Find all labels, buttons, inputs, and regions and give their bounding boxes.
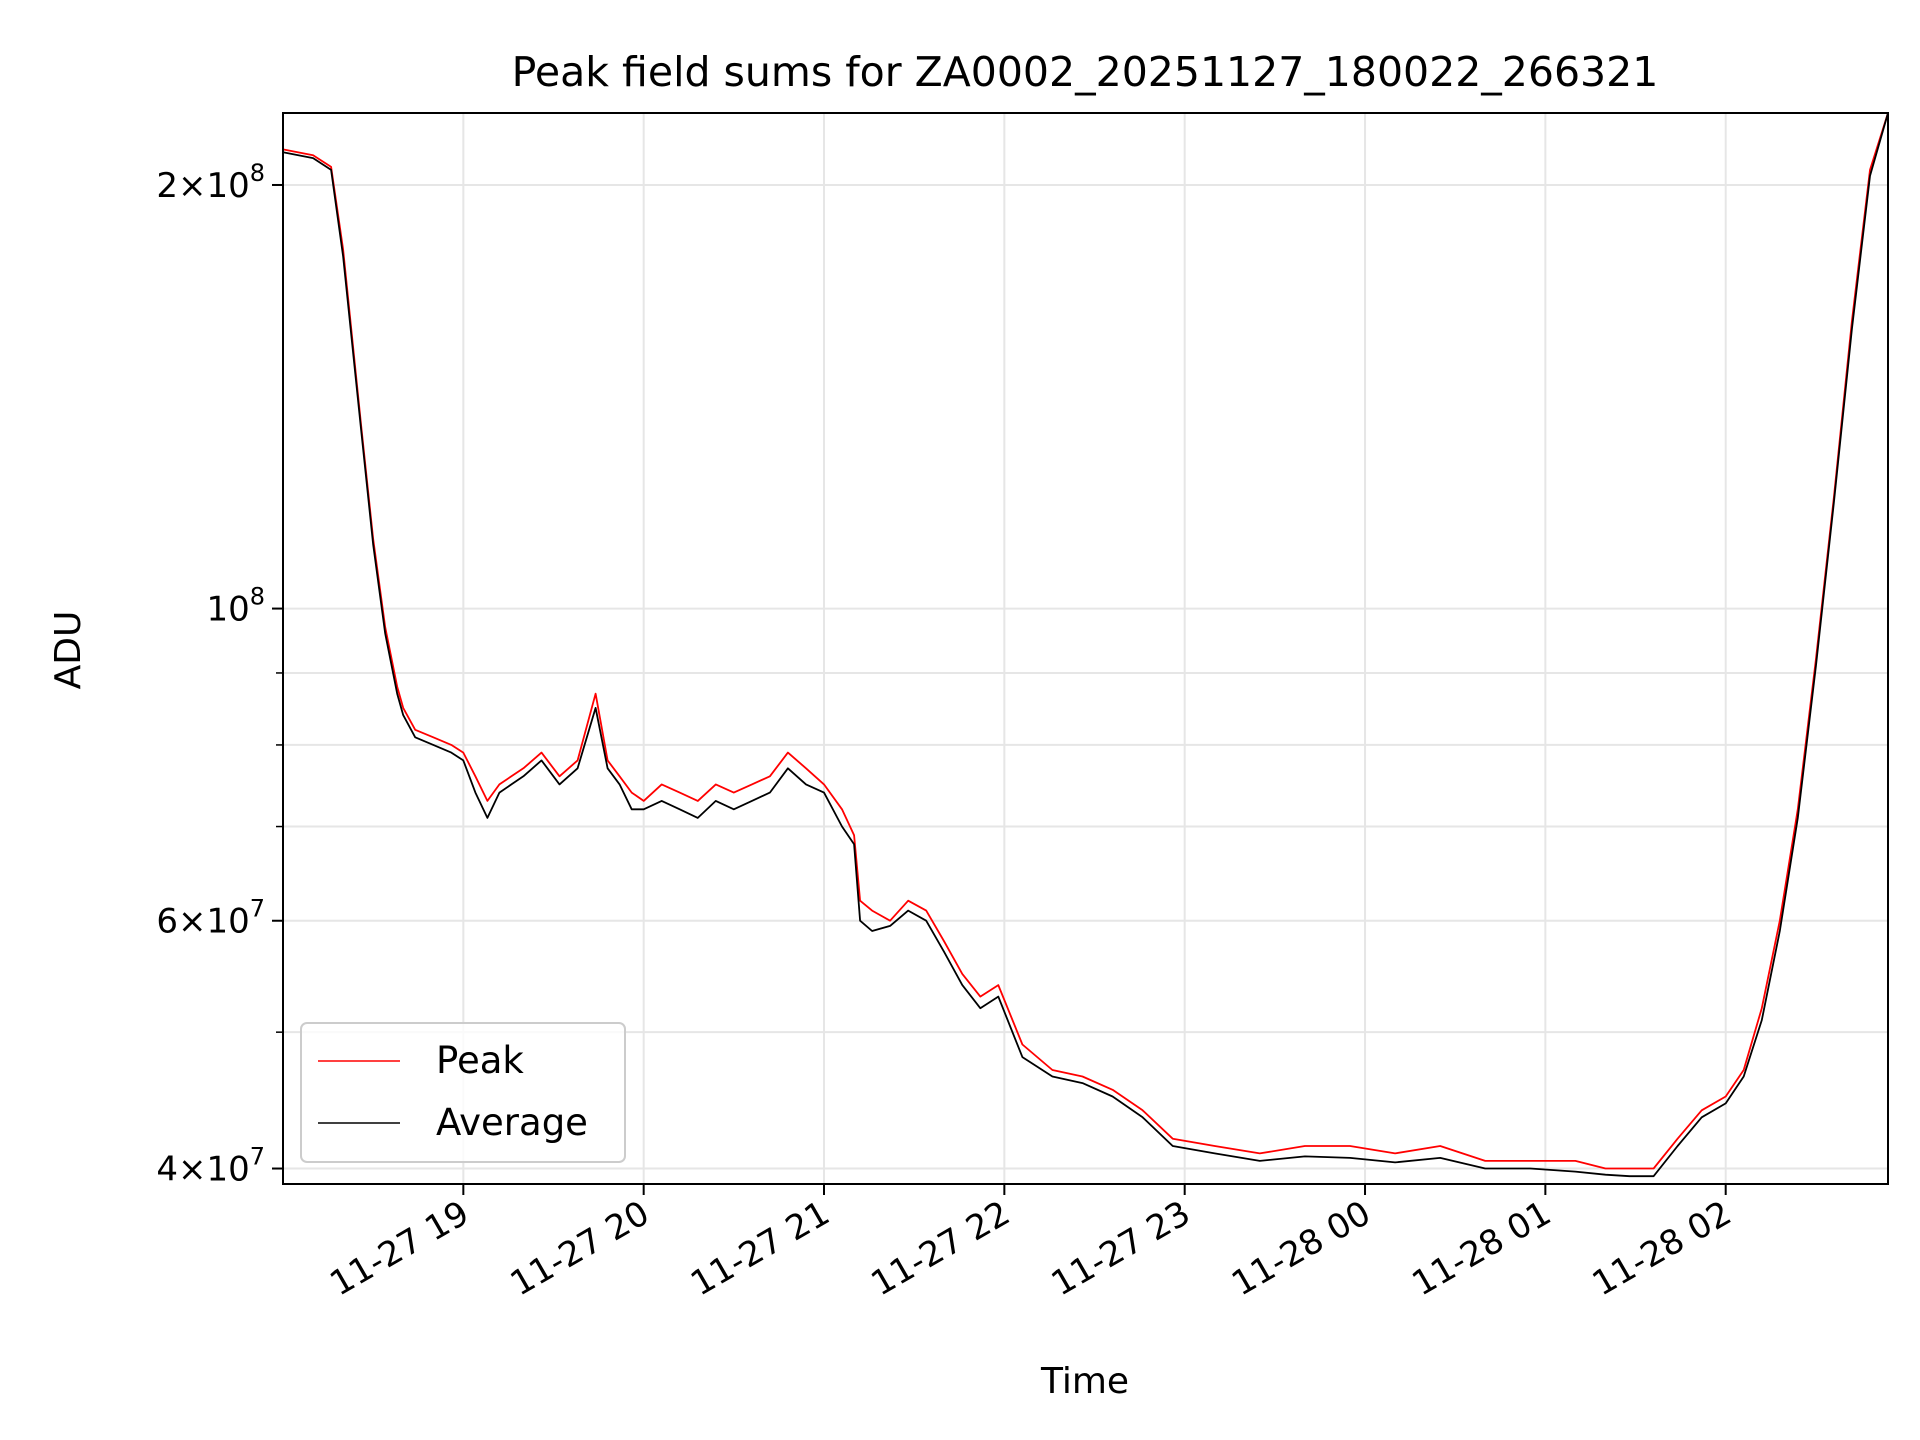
legend: Peak Average	[300, 1022, 626, 1163]
y-tick-label: 6×107	[156, 895, 265, 942]
legend-frame	[300, 1022, 626, 1163]
y-tick-label: 2×108	[156, 159, 265, 206]
y-tick-label: 4×107	[156, 1143, 265, 1190]
plot-frame	[282, 112, 1889, 1185]
series-line-peak	[282, 112, 1889, 1170]
y-tick-label: 108	[206, 583, 265, 630]
y-axis: 2×108 108 6×107 4×107	[156, 159, 283, 1190]
x-axis-label: Time	[1040, 1361, 1129, 1402]
legend-label-average: Average	[436, 1101, 588, 1144]
legend-label-peak: Peak	[436, 1039, 524, 1082]
grid	[283, 113, 1888, 1184]
chart-title: Peak field sums for ZA0002_20251127_1800…	[512, 48, 1659, 96]
plot-lines	[282, 112, 1889, 1178]
y-axis-label: ADU	[48, 611, 89, 690]
series-line-average	[282, 112, 1889, 1178]
